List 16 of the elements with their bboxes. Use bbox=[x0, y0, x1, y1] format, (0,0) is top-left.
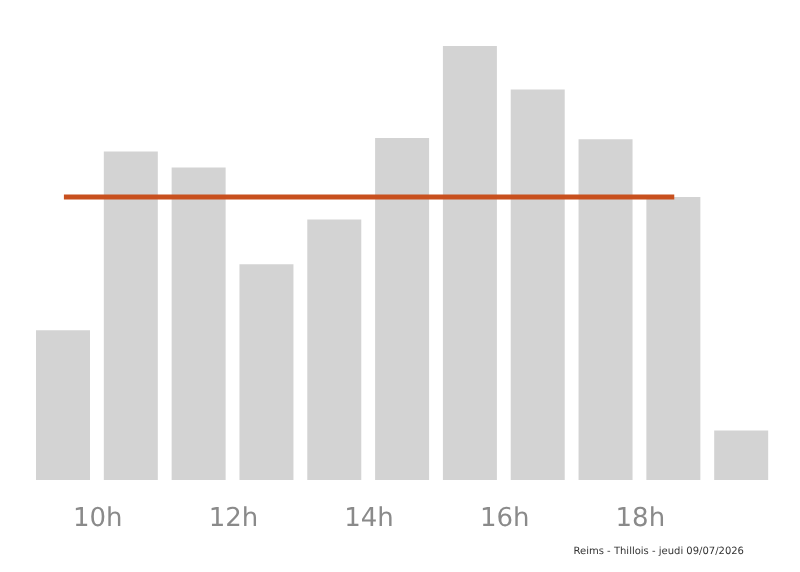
bar bbox=[103, 151, 158, 480]
bar bbox=[646, 197, 701, 480]
bar bbox=[442, 46, 497, 480]
bar bbox=[510, 89, 565, 480]
x-tick-label: 16h bbox=[479, 504, 530, 535]
bar bbox=[714, 430, 769, 480]
bar bbox=[36, 330, 90, 480]
x-tick-label: 12h bbox=[208, 504, 259, 535]
bar bbox=[578, 139, 633, 480]
x-tick-label: 14h bbox=[344, 504, 394, 535]
bar bbox=[375, 138, 430, 480]
bar bbox=[239, 264, 294, 480]
bar bbox=[171, 167, 226, 480]
x-tick-label: 18h bbox=[615, 504, 666, 535]
x-tick-label: 10h bbox=[73, 504, 123, 535]
bar bbox=[307, 219, 362, 480]
